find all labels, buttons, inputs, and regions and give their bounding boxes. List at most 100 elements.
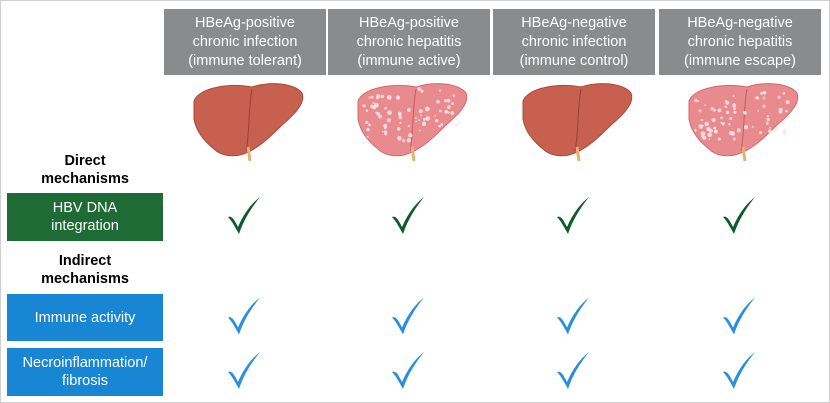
checkmark xyxy=(228,297,260,335)
checkmark xyxy=(557,297,589,335)
lesion-dot xyxy=(402,139,406,143)
lesion-dot xyxy=(768,129,772,133)
text-line: (immune tolerant) xyxy=(188,52,302,69)
lesion-dot xyxy=(446,98,451,103)
row-label: Immune activity xyxy=(7,294,163,341)
checkmark xyxy=(392,352,424,389)
checkmark xyxy=(228,352,260,389)
checkmark xyxy=(228,197,260,234)
lesion-dot xyxy=(444,110,449,114)
text-line: chronic hepatitis xyxy=(356,33,462,50)
lesion-dot xyxy=(384,126,387,130)
ligament xyxy=(741,146,747,162)
ligament xyxy=(246,146,252,162)
row-label: Necroinflammation/fibrosis xyxy=(7,348,163,396)
lesion-dot xyxy=(712,108,716,112)
lesion-dot xyxy=(387,110,392,116)
lesion-dot xyxy=(732,103,737,108)
lesion-dot xyxy=(435,119,439,123)
lesion-dot xyxy=(757,110,760,112)
lesion-dot xyxy=(384,133,387,136)
liver-lobe-line xyxy=(574,88,582,152)
lesion-dot xyxy=(717,108,722,113)
lesion-dot xyxy=(366,127,370,132)
lesion-dot xyxy=(446,105,451,109)
text-line: (immune escape) xyxy=(683,52,796,69)
lesion-dot xyxy=(720,121,723,125)
lesion-dot xyxy=(704,121,709,127)
lesion-dot xyxy=(698,109,702,113)
lesion-dot xyxy=(450,111,455,115)
text-line: Indirect xyxy=(58,253,112,269)
text-line: Immune activity xyxy=(34,309,136,326)
row-label: HBV DNA integration xyxy=(7,193,163,241)
lesion-dot xyxy=(769,126,772,129)
lesion-dot xyxy=(406,138,411,143)
lesion-dot xyxy=(788,117,791,119)
lesion-dot xyxy=(701,135,704,138)
lesion-dot xyxy=(455,118,458,121)
lesion-dot xyxy=(701,124,704,128)
lesion-dot xyxy=(713,126,717,130)
lesion-dot xyxy=(420,114,422,117)
lesion-dot xyxy=(704,104,706,107)
text-line: chronic infection xyxy=(192,33,298,50)
lesion-dot xyxy=(438,89,442,93)
text-line: mechanisms xyxy=(41,171,129,187)
liver-shape xyxy=(193,83,304,157)
liver xyxy=(522,83,633,162)
text-line: fibrosis xyxy=(62,373,108,389)
lesion-dot xyxy=(732,95,735,98)
lesion-dot xyxy=(729,116,733,120)
lesion-dot xyxy=(732,107,736,111)
lesion-dot xyxy=(743,111,747,115)
lesion-dot xyxy=(376,96,379,100)
text-line: HBeAg-negative xyxy=(687,14,793,31)
lesion-dot xyxy=(438,109,442,113)
lesion-dot xyxy=(365,109,369,112)
lesion-dot xyxy=(717,137,721,141)
lesion-dot xyxy=(407,124,410,128)
lesion-dot xyxy=(438,124,441,128)
lesion-dot xyxy=(452,94,456,97)
lesion-dot xyxy=(720,116,723,120)
ligament xyxy=(410,146,416,162)
lesion-dot xyxy=(436,99,440,104)
lesion-dot xyxy=(386,118,391,123)
liver-lobe-line xyxy=(409,88,417,152)
lesion-dot xyxy=(759,131,762,134)
lesion-dot xyxy=(725,110,730,115)
lesion-dot xyxy=(421,121,427,127)
lesion-dot xyxy=(694,98,698,102)
text-line: Necroinflammation/ xyxy=(22,355,148,371)
lesion-dot xyxy=(454,123,458,127)
lesion-dot xyxy=(372,101,375,105)
column-header: HBeAg-positive chronic hepatitis (immune a… xyxy=(328,9,490,75)
text-line: integration xyxy=(51,218,119,234)
lesion-dot xyxy=(730,131,735,136)
lesion-dot xyxy=(373,102,379,108)
lesion-dot xyxy=(755,96,759,100)
lesion-dot xyxy=(693,128,697,132)
lesion-dot xyxy=(434,114,437,117)
lesion-dot xyxy=(782,130,787,135)
lesion-dot xyxy=(706,126,711,132)
liver xyxy=(688,83,799,162)
section-title: Direct mechanisms xyxy=(7,152,163,188)
lesion-dot xyxy=(765,122,769,125)
lesion-dot xyxy=(362,104,366,108)
lesion-dot xyxy=(380,94,385,99)
text-line: chronic infection xyxy=(521,33,627,50)
text-line: HBV DNA xyxy=(52,200,118,216)
text-line: HBeAg-positive xyxy=(195,14,295,31)
lesion-dot xyxy=(381,130,384,133)
lesion-dot xyxy=(721,123,725,126)
liver xyxy=(193,83,304,162)
lesion-dot xyxy=(785,100,790,105)
lesion-dot xyxy=(399,121,402,125)
lesion-dot xyxy=(778,107,783,112)
lesion-dot xyxy=(368,123,371,127)
text-line: Direct xyxy=(64,153,106,169)
lesion-dot xyxy=(386,95,392,100)
